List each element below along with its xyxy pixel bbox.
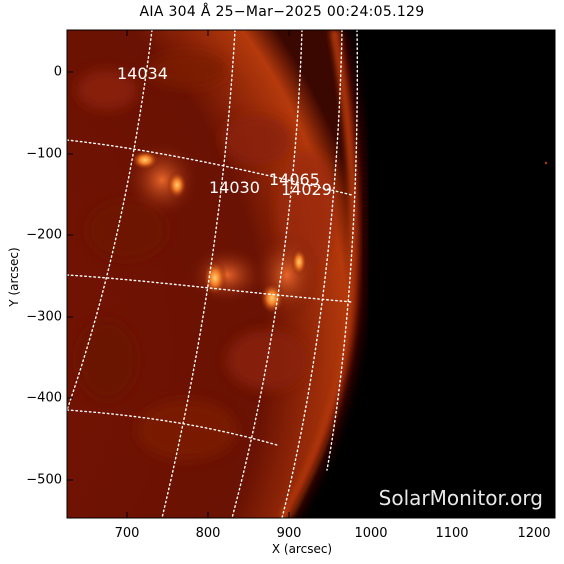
chromosphere-texture	[77, 52, 337, 460]
active-region-label: 14034	[117, 64, 168, 83]
x-tick-label: 800	[195, 526, 221, 541]
x-tick-label: 1000	[354, 526, 388, 541]
x-tick-label: 1200	[517, 526, 551, 541]
y-tick-label: 0	[53, 64, 62, 80]
y-tick-label: −300	[26, 309, 62, 325]
active-region-label: 14029	[281, 180, 332, 199]
y-tick-label: −100	[26, 146, 62, 162]
active-region-brightenings	[124, 140, 322, 320]
x-axis-label: X (arcsec)	[271, 542, 333, 556]
active-region-label: 14065	[269, 170, 320, 189]
sun-image	[67, 30, 548, 518]
x-tick-label: 900	[276, 526, 302, 541]
active-region-label: 14030	[209, 178, 260, 197]
y-tick-label: −500	[26, 472, 62, 488]
solar-limb	[280, 30, 361, 518]
heliographic-grid	[67, 30, 359, 518]
credit-watermark: SolarMonitor.org	[378, 486, 543, 510]
y-tick-label: −200	[26, 227, 62, 243]
y-axis-label: Y (arcsec)	[7, 247, 21, 307]
x-tick-label: 700	[114, 526, 140, 541]
image-title: AIA 304 Å 25−Mar−2025 00:24:05.129	[139, 4, 425, 20]
solar-image-panel[interactable]: 14034 14030 14065 14029 SolarMonitor.org	[67, 30, 555, 518]
y-tick-label: −400	[26, 390, 62, 406]
x-tick-label: 1100	[435, 526, 469, 541]
